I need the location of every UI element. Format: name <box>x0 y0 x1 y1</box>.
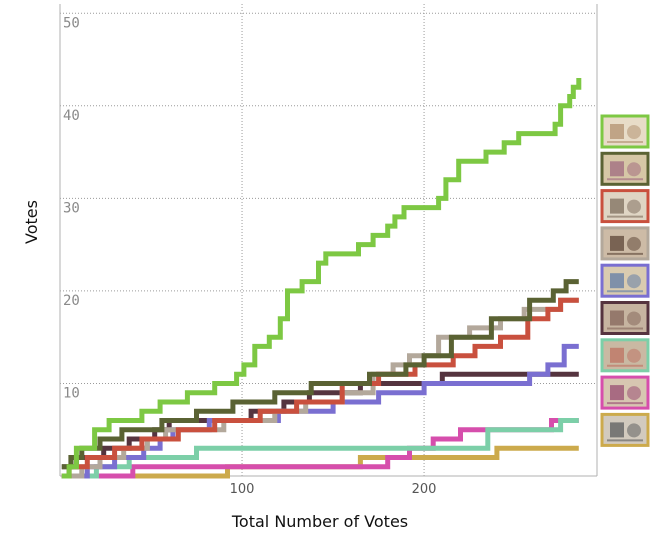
thumbnail-figure <box>627 348 641 363</box>
y-tick-label: 40 <box>63 108 80 124</box>
thumbnail-figure <box>627 386 641 401</box>
legend-thumbnail-1[interactable] <box>600 114 650 149</box>
thumbnail-figure <box>610 273 624 289</box>
thumbnail-figure <box>610 124 624 139</box>
thumbnail-figure <box>627 236 641 251</box>
y-axis-title: Votes <box>22 200 41 244</box>
thumbnail-figure <box>610 347 624 363</box>
legend-thumbnail-5[interactable] <box>600 263 650 298</box>
thumbnail-figure <box>610 235 624 251</box>
thumbnail-figure <box>627 274 641 289</box>
thumbnail-figure <box>627 423 641 438</box>
thumbnail-figure <box>610 422 624 438</box>
x-axis-title: Total Number of Votes <box>231 512 408 531</box>
legend-thumbnails <box>600 114 650 447</box>
series-line-1 <box>61 78 582 479</box>
series-line-3 <box>61 297 579 479</box>
thumbnail-figure <box>610 385 624 401</box>
legend-thumbnail-2[interactable] <box>600 151 650 186</box>
thumbnail-figure <box>610 198 624 214</box>
series-layer <box>61 78 582 479</box>
thumbnail-figure <box>627 311 641 326</box>
thumbnail-figure <box>627 199 641 214</box>
grid <box>60 4 597 476</box>
legend-thumbnail-6[interactable] <box>600 301 650 335</box>
legend-thumbnail-7[interactable] <box>600 338 650 373</box>
legend-thumbnail-8[interactable] <box>600 375 650 410</box>
legend-thumbnail-4[interactable] <box>600 226 650 261</box>
axes: 10 20 30 40 50 100 200 <box>59 4 598 497</box>
thumbnail-figure <box>627 162 641 177</box>
thumbnail-figure <box>610 310 624 326</box>
y-tick-label: 20 <box>63 293 80 309</box>
y-tick-label: 50 <box>63 15 80 31</box>
thumbnail-figure <box>610 161 624 177</box>
series-line-5 <box>61 343 579 479</box>
x-tick-label: 200 <box>412 482 437 497</box>
y-tick-label: 10 <box>63 385 80 401</box>
y-tick-label: 30 <box>63 200 80 216</box>
series-line-9 <box>61 445 579 479</box>
legend-thumbnail-9[interactable] <box>600 412 650 447</box>
thumbnail-figure <box>627 125 641 139</box>
series-line-2 <box>61 279 579 470</box>
x-tick-label: 100 <box>230 482 255 497</box>
legend-thumbnail-3[interactable] <box>600 189 650 224</box>
